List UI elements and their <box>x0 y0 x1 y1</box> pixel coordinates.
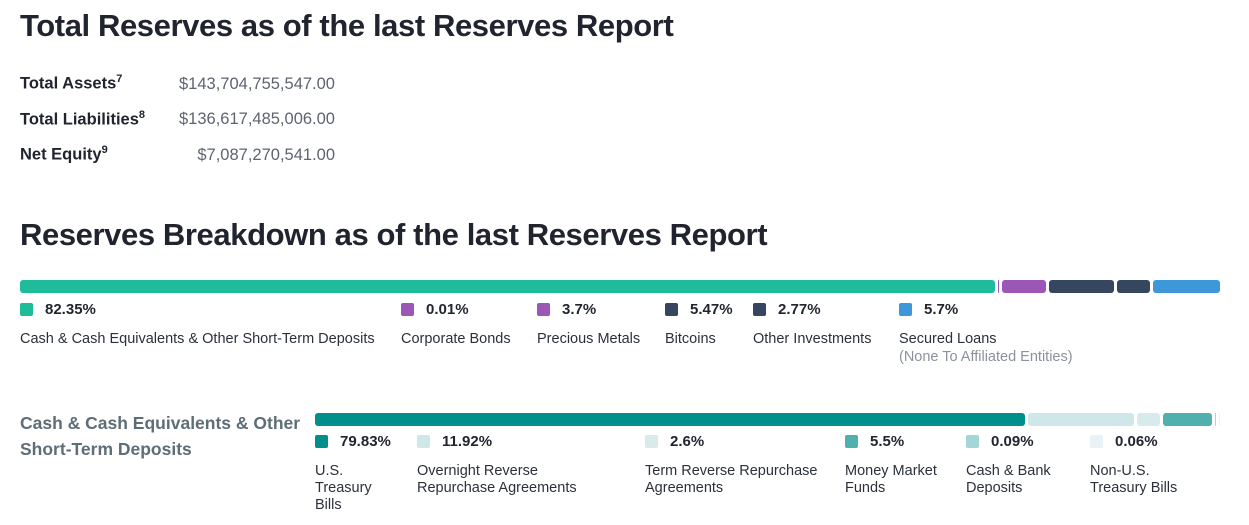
legend-swatch <box>417 435 430 448</box>
legend-label: Corporate Bonds <box>401 331 511 347</box>
legend-label: Secured Loans <box>899 331 997 347</box>
legend-percent: 5.47% <box>690 301 733 318</box>
legend-swatch <box>315 435 328 448</box>
legend-percent: 11.92% <box>442 433 493 450</box>
legend-item-other-investments: 2.77% Other Investments <box>753 301 899 348</box>
stat-label: Total Assets7 <box>20 73 175 94</box>
legend-percent: 0.09% <box>991 433 1034 450</box>
legend-label: Non-U.S. Treasury Bills <box>1090 463 1178 497</box>
legend-item-bitcoins: 5.47% Bitcoins <box>665 301 753 348</box>
legend-label: U.S. Treasury Bills <box>315 463 372 514</box>
legend-item-money-market-funds: 5.5% Money Market Funds <box>845 433 966 497</box>
legend-percent: 3.7% <box>562 301 597 318</box>
reserves-breakdown-legend: 82.35% Cash & Cash Equivalents & Other S… <box>20 301 1230 366</box>
reserves-breakdown-stacked-bar <box>20 280 1220 293</box>
bar-segment <box>1215 413 1216 426</box>
stat-value: $7,087,270,541.00 <box>197 145 335 164</box>
legend-item-cash-bank-deposits: 0.09% Cash & Bank Deposits <box>966 433 1090 497</box>
legend-item-us-treasury-bills: 79.83% U.S. Treasury Bills <box>315 433 417 514</box>
legend-item-overnight-reverse-repo: 11.92% Overnight Reverse Repurchase Agre… <box>417 433 645 497</box>
legend-swatch <box>665 303 678 316</box>
reserves-breakdown-title: Reserves Breakdown as of the last Reserv… <box>20 217 768 252</box>
cash-equivalents-legend: 79.83% U.S. Treasury Bills 11.92% Overni… <box>315 433 1230 514</box>
bar-segment <box>1027 413 1134 426</box>
stat-value: $136,617,485,006.00 <box>179 110 335 128</box>
legend-swatch <box>401 303 414 316</box>
stat-label: Net Equity9 <box>20 144 175 165</box>
legend-label: Cash & Cash Equivalents & Other Short-Te… <box>20 331 375 347</box>
legend-label-note: (None To Affiliated Entities) <box>899 349 1073 366</box>
legend-percent: 2.6% <box>670 433 705 450</box>
legend-swatch <box>899 303 912 316</box>
stat-row-total-liabilities: Total Liabilities8 $136,617,485,006.00 <box>20 109 335 130</box>
legend-label: Term Reverse Repurchase Agreements <box>645 463 818 497</box>
footnote-ref: 7 <box>116 73 123 85</box>
legend-swatch <box>845 435 858 448</box>
legend-percent: 2.77% <box>778 301 821 318</box>
cash-equivalents-stacked-bar <box>315 413 1220 426</box>
total-reserves-stats: Total Assets7 $143,704,755,547.00 Total … <box>20 73 335 180</box>
legend-label: Overnight Reverse Repurchase Agreements <box>417 463 577 497</box>
bar-segment <box>20 280 996 293</box>
bar-segment <box>1048 280 1114 293</box>
stat-value: $143,704,755,547.00 <box>179 74 335 93</box>
footnote-ref: 8 <box>138 108 146 121</box>
total-reserves-title: Total Reserves as of the last Reserves R… <box>20 8 674 43</box>
bar-segment <box>998 280 1000 293</box>
stat-label: Total Liabilities8 <box>20 109 175 130</box>
bar-segment <box>1219 413 1220 426</box>
legend-swatch <box>1090 435 1103 448</box>
legend-percent: 5.5% <box>870 433 905 450</box>
legend-swatch <box>645 435 658 448</box>
legend-swatch <box>966 435 979 448</box>
legend-swatch <box>537 303 550 316</box>
legend-percent: 79.83% <box>340 433 391 450</box>
stat-row-total-assets: Total Assets7 $143,704,755,547.00 <box>20 73 335 94</box>
bar-segment <box>1152 280 1220 293</box>
stat-label-text: Net Equity <box>20 145 102 164</box>
bar-segment <box>1163 413 1212 426</box>
cash-equivalents-section-label: Cash & Cash Equivalents & Other Short-Te… <box>20 413 301 460</box>
legend-swatch <box>20 303 33 316</box>
legend-percent: 82.35% <box>45 301 96 318</box>
legend-label: Precious Metals <box>537 331 641 347</box>
legend-label: Other Investments <box>753 331 872 347</box>
stat-label-text: Total Assets <box>20 74 117 93</box>
legend-item-precious-metals: 3.7% Precious Metals <box>537 301 665 348</box>
stat-row-net-equity: Net Equity9 $7,087,270,541.00 <box>20 144 335 165</box>
legend-item-secured-loans: 5.7% Secured Loans (None To Affiliated E… <box>899 301 1073 366</box>
legend-label: Cash & Bank Deposits <box>966 463 1051 497</box>
legend-label: Money Market Funds <box>845 463 937 497</box>
bar-segment <box>1002 280 1046 293</box>
legend-item-cash-equivalents: 82.35% Cash & Cash Equivalents & Other S… <box>20 301 401 348</box>
stat-label-text: Total Liabilities <box>20 110 139 128</box>
legend-label: Bitcoins <box>665 331 716 347</box>
legend-item-non-us-treasury-bills: 0.06% Non-U.S. Treasury Bills <box>1090 433 1198 497</box>
legend-percent: 5.7% <box>924 301 959 318</box>
legend-percent: 0.01% <box>426 301 469 318</box>
legend-item-term-reverse-repo: 2.6% Term Reverse Repurchase Agreements <box>645 433 845 497</box>
footnote-ref: 9 <box>101 144 108 156</box>
bar-segment <box>315 413 1025 426</box>
bar-segment <box>1136 413 1161 426</box>
legend-percent: 0.06% <box>1115 433 1158 450</box>
legend-item-corporate-bonds: 0.01% Corporate Bonds <box>401 301 537 348</box>
bar-segment <box>1116 280 1150 293</box>
legend-swatch <box>753 303 766 316</box>
